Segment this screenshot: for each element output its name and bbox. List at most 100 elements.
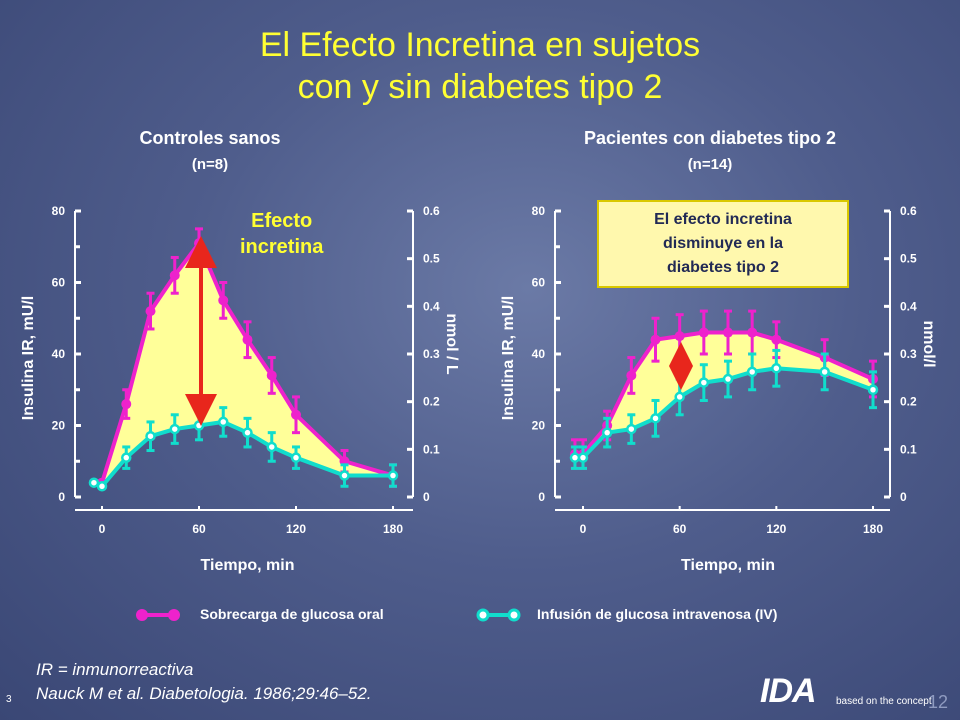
y-tick-label: 20 bbox=[532, 419, 546, 433]
y-axis-label: Insulina IR, mU/l bbox=[20, 296, 37, 420]
y2-tick-label: 0.1 bbox=[900, 442, 917, 456]
y-tick-label: 40 bbox=[532, 347, 546, 361]
oral-data-point bbox=[698, 327, 709, 338]
iv-data-point bbox=[290, 452, 302, 463]
note-line-3: diabetes tipo 2 bbox=[666, 259, 780, 276]
iv-data-point bbox=[698, 377, 710, 388]
y-axis-label: Insulina IR, mU/l bbox=[500, 296, 517, 420]
oral-data-point bbox=[218, 295, 229, 306]
oral-data-point bbox=[674, 331, 685, 342]
right-panel-subtitle: (n=14) bbox=[687, 156, 733, 173]
legend-iv-label: Infusión de glucosa intravenosa (IV) bbox=[537, 606, 778, 622]
left-chart: 0 20 40 60 80 0 0.1 0.2 0.3 0.4 0.5 0.6 0 60 120 180 Tie… bbox=[20, 204, 460, 574]
legend-oral-marker bbox=[168, 609, 180, 621]
y2-tick-label: 0.2 bbox=[900, 395, 917, 409]
footnote-reference: Nauck M et al. Diabetologia. 1986;29:46–… bbox=[36, 684, 372, 703]
incretin-area bbox=[93, 243, 394, 487]
y-tick-label: 0 bbox=[538, 490, 545, 504]
oral-data-point bbox=[145, 306, 156, 317]
left-panel-subtitle: (n=8) bbox=[191, 156, 229, 173]
x-tick-label: 60 bbox=[192, 522, 206, 536]
y2-tick-label: 0.3 bbox=[900, 347, 917, 361]
iv-data-point bbox=[674, 391, 685, 403]
y2-tick-label: 0.5 bbox=[423, 252, 440, 266]
iv-data-point bbox=[601, 427, 613, 438]
oral-data-point bbox=[723, 327, 733, 338]
x-tick-label: 120 bbox=[286, 522, 306, 536]
oral-data-point bbox=[266, 370, 277, 381]
diabetes-note-box: El efecto incretina disminuye en la diab… bbox=[597, 200, 849, 288]
page-number: 12 bbox=[928, 692, 949, 712]
y2-tick-label: 0.4 bbox=[423, 299, 440, 313]
iv-data-point bbox=[242, 427, 253, 438]
y2-tick-label: 0.3 bbox=[423, 347, 440, 361]
y2-tick-label: 0.6 bbox=[423, 204, 440, 218]
oral-data-point bbox=[771, 334, 782, 345]
ida-logo: IDA based on the concept bbox=[760, 672, 932, 711]
y2-tick-label: 0 bbox=[900, 490, 907, 504]
right-panel-title: Pacientes con diabetes tipo 2 bbox=[583, 128, 837, 148]
oral-data-point bbox=[169, 270, 180, 281]
y-tick-label: 40 bbox=[52, 347, 66, 361]
iv-data-point bbox=[96, 481, 108, 492]
iv-data-point bbox=[819, 366, 830, 378]
y2-tick-label: 0.4 bbox=[900, 299, 917, 313]
y2-tick-label: 0.6 bbox=[900, 204, 917, 218]
iv-data-point bbox=[746, 366, 758, 378]
iv-data-point bbox=[650, 413, 661, 424]
legend-oral-label: Sobrecarga de glucosa oral bbox=[200, 606, 384, 622]
title-line-1: El Efecto Incretina en sujetos bbox=[259, 26, 701, 64]
logo-text: IDA bbox=[760, 672, 817, 710]
incretin-effect-label-line-2: incretina bbox=[240, 236, 324, 258]
title-line-2: con y sin diabetes tipo 2 bbox=[297, 68, 663, 106]
note-line-2: disminuye en la bbox=[662, 235, 784, 252]
incretin-area bbox=[574, 332, 873, 458]
iv-data-point bbox=[722, 373, 734, 385]
left-panel-title: Controles sanos bbox=[139, 128, 281, 148]
oral-data-point bbox=[291, 409, 301, 420]
iv-data-point bbox=[121, 452, 132, 463]
x-tick-label: 180 bbox=[863, 522, 883, 536]
x-tick-label: 60 bbox=[673, 522, 687, 536]
x-tick-label: 120 bbox=[766, 522, 786, 536]
legend-iv-marker bbox=[476, 608, 490, 622]
iv-data-point bbox=[867, 384, 879, 395]
slide-number: 3 bbox=[6, 694, 12, 705]
right-chart: 0 20 40 60 80 0 0.1 0.2 0.3 0.4 0.5 0.6 0 60 120 180 Tie… bbox=[500, 204, 937, 574]
incretin-effect-label: Efecto incretina bbox=[240, 208, 323, 260]
footnote-abbrev: IR = inmunorreactiva bbox=[36, 660, 194, 679]
x-tick-label: 0 bbox=[99, 522, 106, 536]
x-axis-label: Tiempo, min bbox=[681, 557, 775, 574]
oral-data-point bbox=[194, 238, 204, 249]
y-tick-label: 60 bbox=[532, 276, 546, 290]
iv-data-point bbox=[266, 441, 277, 453]
oral-data-point bbox=[242, 334, 253, 345]
y2-tick-label: 0 bbox=[423, 490, 430, 504]
iv-data-point bbox=[88, 477, 100, 488]
oral-data-point bbox=[747, 327, 758, 338]
legend-iv-marker bbox=[507, 608, 521, 622]
y-tick-label: 60 bbox=[52, 276, 66, 290]
iv-data-point bbox=[145, 430, 156, 442]
iv-data-point bbox=[771, 363, 782, 374]
logo-tagline: based on the concept bbox=[836, 696, 932, 707]
x-axis-label: Tiempo, min bbox=[201, 557, 295, 574]
slide-title: El Efecto Incretina en sujetos con y sin… bbox=[0, 24, 960, 108]
y2-tick-label: 0.5 bbox=[900, 252, 917, 266]
y2-axis-label: nmol / L bbox=[443, 313, 460, 375]
iv-data-point bbox=[626, 423, 637, 435]
iv-data-point bbox=[569, 452, 581, 463]
y2-axis-label: nmol/l bbox=[920, 320, 937, 367]
y2-tick-label: 0.1 bbox=[423, 442, 440, 456]
x-tick-label: 180 bbox=[383, 522, 403, 536]
incretin-effect-label-line-1: Efecto bbox=[251, 210, 313, 232]
note-line-1: El efecto incretina bbox=[654, 211, 792, 228]
oral-data-point bbox=[650, 334, 661, 345]
iv-data-point bbox=[218, 416, 229, 428]
y-tick-label: 20 bbox=[52, 419, 66, 433]
y-tick-label: 80 bbox=[52, 204, 66, 218]
iv-data-point bbox=[387, 470, 399, 481]
iv-data-point bbox=[169, 423, 180, 435]
iv-data-point bbox=[193, 420, 205, 431]
